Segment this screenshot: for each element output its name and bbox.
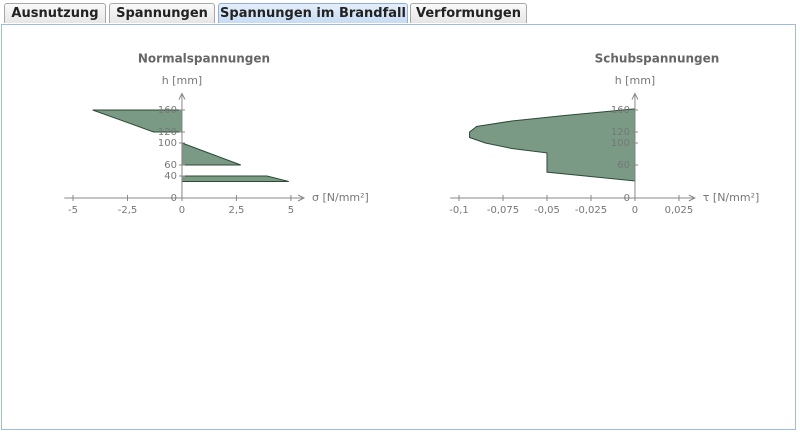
y-tick-label: 100: [611, 138, 630, 149]
tab[interactable]: Verformungen: [410, 3, 527, 23]
tab-selected[interactable]: Spannungen im Brandfall: [218, 3, 408, 23]
x-tick-label: -0,05: [534, 205, 560, 216]
panel: [1, 24, 796, 430]
x-axis-label: τ [N/mm²]: [703, 191, 759, 204]
y-tick-label: 0: [171, 193, 177, 204]
x-tick-label: 0,025: [665, 205, 694, 216]
x-tick-label: -5: [68, 205, 78, 216]
x-tick-label: 0: [632, 205, 638, 216]
y-tick-label: 40: [164, 171, 177, 182]
y-tick-label: 100: [158, 138, 177, 149]
y-arrow: [178, 92, 186, 100]
x-arrow: [297, 194, 306, 202]
y-tick-label: 0: [624, 193, 630, 204]
y-tick-label: 120: [611, 127, 630, 138]
x-tick-label: -0,075: [487, 205, 519, 216]
y-tick-label: 60: [617, 160, 630, 171]
x-tick-label: 2,5: [228, 205, 244, 216]
y-arrow: [631, 92, 639, 100]
tab[interactable]: Ausnutzung: [4, 3, 106, 23]
y-axis-label: h [mm]: [615, 74, 655, 87]
y-tick-label: 160: [611, 105, 630, 116]
y-tick-label: 60: [164, 160, 177, 171]
chart-title: Schubspannungen: [595, 52, 720, 66]
y-tick-label: 160: [158, 105, 177, 116]
x-tick-label: 0: [179, 205, 185, 216]
x-axis-label: σ [N/mm²]: [312, 191, 369, 204]
x-arrow: [688, 194, 696, 202]
x-tick-label: -2,5: [118, 205, 138, 216]
stress-area: [469, 108, 636, 182]
y-axis-label: h [mm]: [162, 74, 202, 87]
tab[interactable]: Spannungen: [109, 3, 215, 23]
stress-area: [181, 175, 289, 182]
y-tick-label: 120: [158, 127, 177, 138]
x-tick-label: -0,025: [575, 205, 607, 216]
stress-area: [181, 142, 241, 166]
x-tick-label: 5: [288, 205, 294, 216]
x-tick-label: -0,1: [449, 205, 469, 216]
chart-title: Normalspannungen: [138, 52, 270, 66]
